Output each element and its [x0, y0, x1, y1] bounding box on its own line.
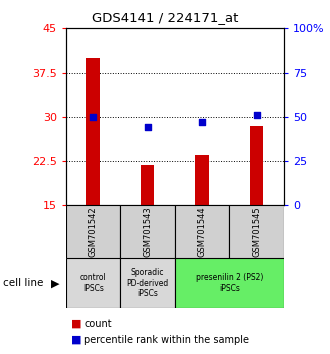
- Text: percentile rank within the sample: percentile rank within the sample: [84, 335, 249, 345]
- Text: Sporadic
PD-derived
iPSCs: Sporadic PD-derived iPSCs: [126, 268, 169, 298]
- Bar: [66, 205, 120, 258]
- Bar: [175, 258, 284, 308]
- Text: ■: ■: [71, 319, 82, 329]
- Bar: [66, 258, 120, 308]
- Bar: [175, 205, 229, 258]
- Bar: [120, 258, 175, 308]
- Bar: [120, 205, 175, 258]
- Text: count: count: [84, 319, 112, 329]
- Bar: [141, 165, 154, 205]
- Text: cell line: cell line: [3, 278, 44, 288]
- Point: [90, 114, 96, 120]
- Text: ■: ■: [71, 335, 82, 345]
- Point: [145, 125, 150, 130]
- Text: GDS4141 / 224171_at: GDS4141 / 224171_at: [92, 11, 238, 24]
- Text: presenilin 2 (PS2)
iPSCs: presenilin 2 (PS2) iPSCs: [196, 274, 263, 293]
- Point: [199, 119, 205, 125]
- Bar: [86, 58, 100, 205]
- Bar: [250, 126, 263, 205]
- Text: GSM701542: GSM701542: [89, 206, 98, 257]
- Text: ▶: ▶: [51, 278, 60, 288]
- Bar: [229, 205, 284, 258]
- Text: GSM701543: GSM701543: [143, 206, 152, 257]
- Bar: [195, 155, 209, 205]
- Text: GSM701545: GSM701545: [252, 206, 261, 257]
- Point: [254, 112, 259, 118]
- Text: control
IPSCs: control IPSCs: [80, 274, 107, 293]
- Text: GSM701544: GSM701544: [198, 206, 207, 257]
